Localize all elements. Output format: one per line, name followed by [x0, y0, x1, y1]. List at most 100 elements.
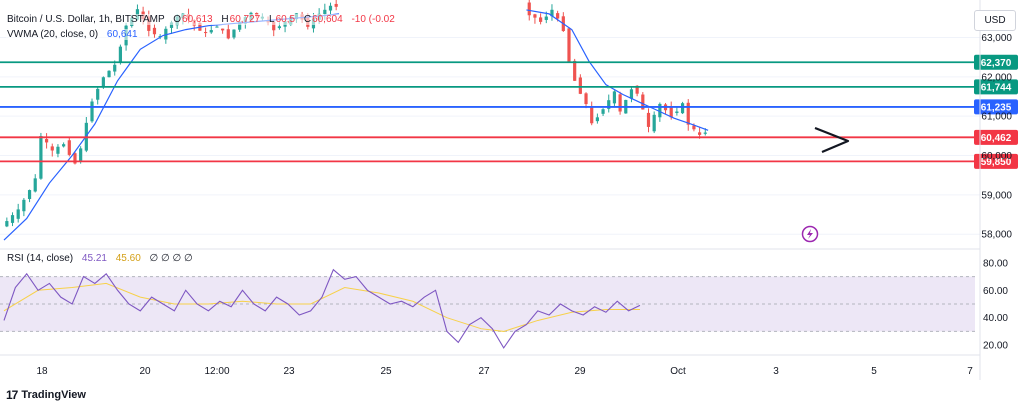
time-tick-label: 7 [967, 366, 973, 377]
candle-body [79, 148, 83, 162]
candle-body [164, 28, 168, 40]
candle-body [33, 178, 37, 192]
level-price-label: 61,235 [981, 102, 1012, 113]
rsi-axis-ticks: 20.00 40.00 60.00 80.00 [983, 258, 1008, 351]
tradingview-logo-icon: 17 [6, 388, 18, 402]
price-tick-label: 63,000 [981, 33, 1012, 44]
candle-body [221, 28, 225, 31]
vwma-line-segment [526, 9, 709, 131]
candle-body [226, 29, 230, 39]
time-tick-label: Oct [670, 366, 686, 377]
candle-body [544, 16, 548, 20]
candle-body [10, 215, 15, 223]
vwma-label: VWMA (20, close, 0) [7, 29, 99, 40]
candle-body [50, 146, 54, 151]
level-price-label: 60,462 [981, 133, 1012, 144]
candle-body [67, 140, 71, 155]
low-label: L [269, 14, 275, 25]
candle-body [607, 100, 611, 109]
level-price-tag [974, 79, 1018, 95]
rsi-extra: ∅ ∅ ∅ ∅ [149, 253, 193, 264]
tradingview-brand[interactable]: 17 TradingView [6, 388, 86, 402]
close-value: 60,604 [312, 14, 343, 25]
candle-body [539, 17, 543, 22]
candle-body [203, 32, 208, 34]
rsi-tick-label: 20.00 [983, 341, 1008, 352]
candle-body [118, 46, 123, 62]
open-value: 60,613 [182, 14, 213, 25]
symbol-legend[interactable]: Bitcoin / U.S. Dollar, 1h, BITSTAMP O60,… [6, 14, 396, 25]
time-tick-label: 25 [380, 366, 392, 377]
candle-body [618, 94, 622, 112]
open-label: O [173, 14, 182, 25]
rsi-value: 45.21 [81, 253, 107, 264]
candle-body [238, 21, 242, 30]
level-price-label: 59,850 [981, 157, 1012, 168]
candle-body [595, 117, 599, 122]
candle-body [62, 144, 66, 147]
candle-body [567, 28, 571, 62]
rsi-tick-label: 40.00 [983, 313, 1008, 324]
time-tick-label: 20 [139, 366, 151, 377]
price-tick-label: 58,000 [981, 230, 1012, 241]
candle-body [232, 29, 236, 38]
tradingview-name: TradingView [21, 389, 86, 401]
rsi-ma-value: 45.60 [115, 253, 141, 264]
candle-body [101, 77, 105, 88]
level-price-tag [974, 153, 1018, 169]
vwma-line [3, 13, 340, 241]
candle-body [573, 60, 577, 81]
candle-body [703, 132, 707, 134]
time-tick-label: 12:00 [204, 366, 229, 377]
candle-body [113, 64, 117, 72]
rsi-tick-label: 80.00 [983, 258, 1008, 269]
horizontal-levels: 62,370 61,744 61,235 60,462 59,850 [0, 54, 1018, 169]
candle-body [629, 89, 634, 99]
time-tick-label: 23 [283, 366, 295, 377]
price-tick-label: 62,000 [981, 72, 1012, 83]
vwma-legend[interactable]: VWMA (20, close, 0) 60,641 [6, 29, 139, 40]
level-price-label: 61,744 [981, 82, 1012, 93]
candle-body [658, 103, 662, 118]
currency-button[interactable]: USD [974, 10, 1016, 31]
low-value: 60,5 [275, 14, 296, 25]
candle-body [56, 146, 60, 154]
level-price-tag [974, 54, 1018, 70]
candle-body [646, 112, 651, 127]
rsi-ma-line [3, 282, 640, 332]
rsi-line [3, 268, 641, 349]
candle-body [107, 70, 111, 78]
price-tick-label: 61,000 [981, 112, 1012, 123]
rsi-legend[interactable]: RSI (14, close) 45.21 45.60 ∅ ∅ ∅ ∅ [6, 253, 194, 264]
high-label: H [221, 14, 229, 25]
time-tick-label: 5 [871, 366, 877, 377]
candle-body [215, 26, 219, 28]
level-price-label: 62,370 [981, 58, 1012, 69]
lightning-icon[interactable] [801, 225, 819, 243]
candle-body [152, 27, 157, 35]
candle-body [601, 109, 605, 114]
candle-body [675, 111, 679, 114]
candle-body [277, 26, 282, 29]
candle-body [692, 125, 696, 130]
symbol-name: Bitcoin / U.S. Dollar, 1h, BITSTAMP [7, 14, 165, 25]
rsi-label: RSI (14, close) [7, 253, 74, 264]
candle-body [328, 5, 333, 11]
candle-body [73, 153, 77, 164]
candle-body [686, 102, 690, 125]
candle-body [697, 132, 702, 135]
candle-body [334, 3, 338, 7]
candle-body [5, 221, 9, 227]
time-tick-label: 3 [773, 366, 779, 377]
price-tick-label: 59,000 [981, 190, 1012, 201]
candle-body [556, 13, 560, 19]
change-value: -10 (-0.02 [351, 14, 395, 25]
candle-body [16, 209, 20, 219]
level-price-tag [974, 129, 1018, 145]
candle-body [641, 94, 645, 110]
candle-body [39, 136, 43, 179]
candle-body [652, 114, 656, 132]
candle-body [680, 103, 685, 114]
rsi-tick-label: 60.00 [983, 286, 1008, 297]
